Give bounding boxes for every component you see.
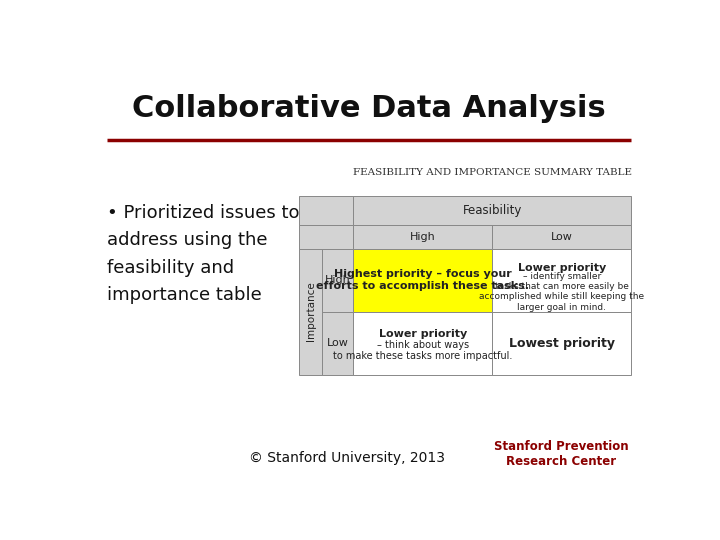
Text: – think about ways
to make these tasks more impactful.: – think about ways to make these tasks m… (333, 340, 513, 361)
Bar (354, 312, 492, 375)
Text: Low: Low (551, 232, 572, 242)
Bar (354, 225, 492, 248)
Text: Lower priority: Lower priority (379, 329, 467, 339)
Bar (354, 248, 492, 312)
Bar (492, 225, 631, 248)
Text: High: High (410, 232, 436, 242)
Text: FEASIBILITY AND IMPORTANCE SUMMARY TABLE: FEASIBILITY AND IMPORTANCE SUMMARY TABLE (353, 167, 632, 177)
Bar (300, 248, 322, 375)
Bar (492, 312, 631, 375)
Text: Collaborative Data Analysis: Collaborative Data Analysis (132, 94, 606, 123)
Text: Stanford Prevention
Research Center: Stanford Prevention Research Center (494, 440, 629, 468)
Text: – identify smaller
tasks that can more easily be
accomplished while still keepin: – identify smaller tasks that can more e… (480, 272, 644, 312)
Text: Feasibility: Feasibility (463, 204, 522, 217)
Text: Highest priority – focus your
efforts to accomplish these tasks.: Highest priority – focus your efforts to… (316, 269, 529, 291)
Bar (354, 196, 631, 225)
Text: © Stanford University, 2013: © Stanford University, 2013 (248, 451, 445, 465)
Bar (322, 312, 354, 375)
Bar (322, 248, 354, 312)
Text: Lower priority: Lower priority (518, 264, 606, 273)
Bar (300, 225, 354, 248)
Text: Importance: Importance (305, 282, 315, 341)
Text: Lowest priority: Lowest priority (509, 336, 615, 349)
Bar (300, 196, 354, 225)
Bar (492, 248, 631, 312)
Text: High: High (325, 275, 351, 285)
Text: • Prioritized issues to
address using the
feasibility and
importance table: • Prioritized issues to address using th… (107, 204, 300, 303)
Text: Low: Low (327, 338, 348, 348)
